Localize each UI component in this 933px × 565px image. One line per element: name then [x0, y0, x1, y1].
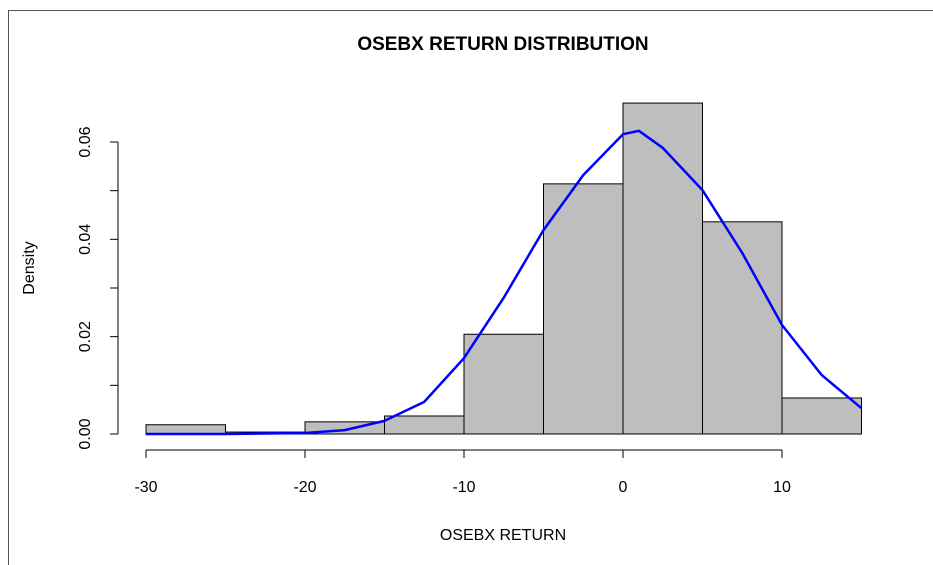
bar [702, 221, 783, 435]
bar [622, 102, 703, 435]
x-tick-label: 0 [619, 479, 628, 496]
bar [543, 183, 624, 435]
x-axis-label: OSEBX RETURN [440, 527, 566, 544]
x-tick-label: -10 [452, 479, 475, 496]
x-tick-label: 10 [773, 479, 791, 496]
y-tick-label: 0.00 [77, 418, 94, 449]
y-tick-label: 0.04 [77, 224, 94, 255]
bar [781, 397, 862, 435]
bar [145, 424, 226, 435]
chart-title: OSEBX RETURN DISTRIBUTION [357, 34, 648, 55]
y-axis-label: Density [21, 241, 38, 294]
bar [463, 333, 544, 435]
bar [384, 415, 465, 435]
y-tick-label: 0.06 [77, 126, 94, 157]
x-tick-label: -20 [293, 479, 316, 496]
density-line [146, 129, 863, 436]
y-tick-label: 0.02 [77, 321, 94, 352]
frame [8, 10, 933, 565]
x-tick-label: -30 [134, 479, 157, 496]
